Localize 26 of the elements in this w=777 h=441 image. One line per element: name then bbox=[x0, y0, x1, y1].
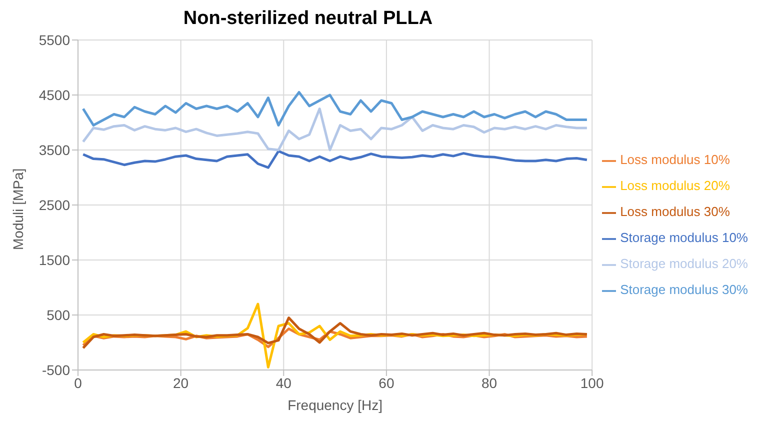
line-series bbox=[82, 150, 588, 169]
legend-label: Loss modulus 20% bbox=[620, 178, 730, 193]
line-series bbox=[82, 91, 588, 126]
y-tick-label: 4500 bbox=[38, 86, 70, 103]
x-tick-label: 20 bbox=[173, 374, 189, 391]
legend-label: Storage modulus 10% bbox=[620, 230, 748, 245]
x-tick-label: 0 bbox=[74, 374, 82, 391]
x-tick-label: 80 bbox=[481, 374, 498, 391]
y-axis-title: Moduli [MPa] bbox=[10, 168, 26, 250]
legend-label: Loss modulus 30% bbox=[620, 204, 730, 219]
y-tick-label: 5500 bbox=[38, 32, 70, 48]
line-series bbox=[82, 108, 588, 152]
y-tick-label: 2500 bbox=[38, 196, 70, 213]
x-tick-label: 100 bbox=[580, 374, 604, 391]
x-axis-title: Frequency [Hz] bbox=[288, 397, 383, 413]
chart-title: Non-sterilized neutral PLLA bbox=[182, 8, 434, 30]
x-tick-label: 40 bbox=[276, 374, 292, 391]
legend-label: Loss modulus 10% bbox=[620, 152, 730, 167]
y-tick-label: 500 bbox=[46, 306, 70, 323]
line-series bbox=[82, 316, 588, 350]
y-tick-label: -500 bbox=[42, 362, 70, 378]
legend-label: Storage modulus 20% bbox=[620, 256, 748, 271]
x-tick-label: 60 bbox=[378, 374, 394, 391]
y-tick-label: 3500 bbox=[38, 142, 70, 158]
legend-label: Storage modulus 30% bbox=[620, 282, 748, 297]
y-tick-label: 1500 bbox=[38, 252, 70, 268]
